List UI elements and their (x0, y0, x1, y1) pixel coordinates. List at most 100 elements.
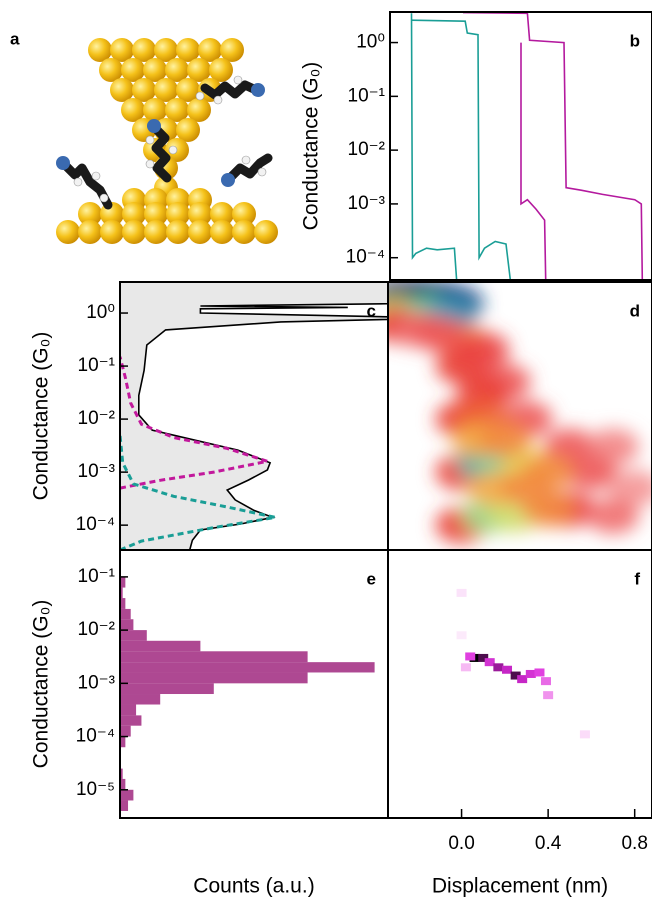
y-tick-label: 10⁻⁴ (346, 247, 385, 268)
y-axis-label: Conductance (G₀) (30, 332, 53, 501)
histogram-bar (120, 683, 214, 695)
atom (78, 202, 102, 226)
y-tick-label: 10⁰ (86, 302, 115, 323)
histogram-bar (120, 662, 375, 673)
atom (232, 220, 256, 244)
atom (233, 75, 243, 85)
atom (144, 202, 168, 226)
atom (88, 38, 112, 62)
x-tick-label: 0.8 (621, 833, 647, 854)
y-tick-label: 10⁻¹ (348, 85, 386, 106)
y-tick-label: 10⁻⁵ (76, 779, 115, 800)
histogram-bar (120, 704, 137, 716)
y-tick-label: 10⁻³ (348, 193, 386, 214)
atom (56, 220, 80, 244)
atom (254, 220, 278, 244)
heatmap-cell (543, 691, 554, 700)
atom (99, 193, 109, 203)
atom (154, 38, 178, 62)
atom (132, 38, 156, 62)
atom (198, 38, 222, 62)
atom (147, 119, 161, 133)
histogram-bar (120, 778, 126, 790)
x-tick-label: 0.4 (535, 833, 562, 854)
molecule-chain (200, 80, 261, 100)
atom (78, 220, 102, 244)
histogram-bar (120, 640, 201, 652)
atom (99, 58, 123, 82)
heatmap-cell (484, 658, 495, 667)
panel-label: c (367, 301, 376, 320)
atom (145, 159, 155, 169)
line (411, 19, 512, 280)
histogram-bar (120, 608, 131, 620)
atom (213, 95, 223, 105)
atom (188, 202, 212, 226)
plot-area (410, 12, 644, 280)
density-cell (413, 316, 466, 353)
panel-label: f (634, 569, 640, 588)
heatmap-cell (525, 669, 536, 678)
line (410, 13, 458, 280)
heatmap-cell (456, 588, 467, 597)
atom (232, 202, 256, 226)
y-tick-label: 10⁻¹ (78, 355, 116, 376)
heatmap-cell (540, 677, 551, 686)
atom (221, 173, 235, 187)
atom (176, 118, 200, 142)
heatmap-cell (456, 631, 467, 640)
x-axis-label: Counts (a.u.) (193, 875, 314, 898)
heatmap-cell (502, 665, 513, 674)
atom (176, 38, 200, 62)
atom (210, 202, 234, 226)
y-tick-label: 10⁻⁴ (76, 514, 115, 535)
atom (91, 171, 101, 181)
molecule-chain (225, 153, 273, 183)
atom (165, 98, 189, 122)
panel-label: d (630, 301, 640, 320)
histogram-bar (120, 725, 131, 737)
histogram-bar (120, 715, 142, 726)
plot-area (456, 588, 590, 739)
atom (251, 83, 265, 97)
heatmap-cell (510, 671, 521, 680)
y-tick-label: 10⁻² (348, 139, 386, 160)
molecule-chain (60, 160, 113, 210)
atom (100, 220, 124, 244)
atom (122, 202, 146, 226)
hydrogen-atoms (73, 75, 267, 203)
plot-frame (387, 549, 652, 819)
panel-label: e (367, 569, 376, 588)
density-cell (587, 497, 640, 534)
y-tick-label: 10⁻³ (78, 461, 116, 482)
histogram-bar (120, 672, 308, 684)
plot-area (120, 282, 388, 550)
histogram-bar (120, 598, 126, 609)
atom (168, 145, 178, 155)
atom (145, 135, 155, 145)
heatmap-cell (460, 663, 471, 672)
molecule-illustration (56, 38, 278, 244)
histogram-bar (120, 694, 161, 705)
density-cell (457, 375, 510, 412)
atom (210, 220, 234, 244)
atom (166, 202, 190, 226)
histogram-bar (120, 789, 134, 801)
density-cell (565, 454, 618, 491)
atom (110, 78, 134, 102)
histogram-bar (120, 736, 126, 748)
heatmap-cell (478, 653, 489, 662)
density-cell (522, 454, 575, 491)
y-tick-label: 10⁻¹ (78, 566, 116, 587)
atom (121, 58, 145, 82)
plot-frame (389, 11, 652, 281)
heatmap-cell (517, 675, 528, 684)
atom (220, 38, 244, 62)
histogram-bar (120, 619, 134, 631)
y-axis-label: Conductance (G₀) (300, 62, 323, 231)
density-layer (388, 282, 652, 544)
atom (187, 98, 211, 122)
line (462, 12, 644, 280)
